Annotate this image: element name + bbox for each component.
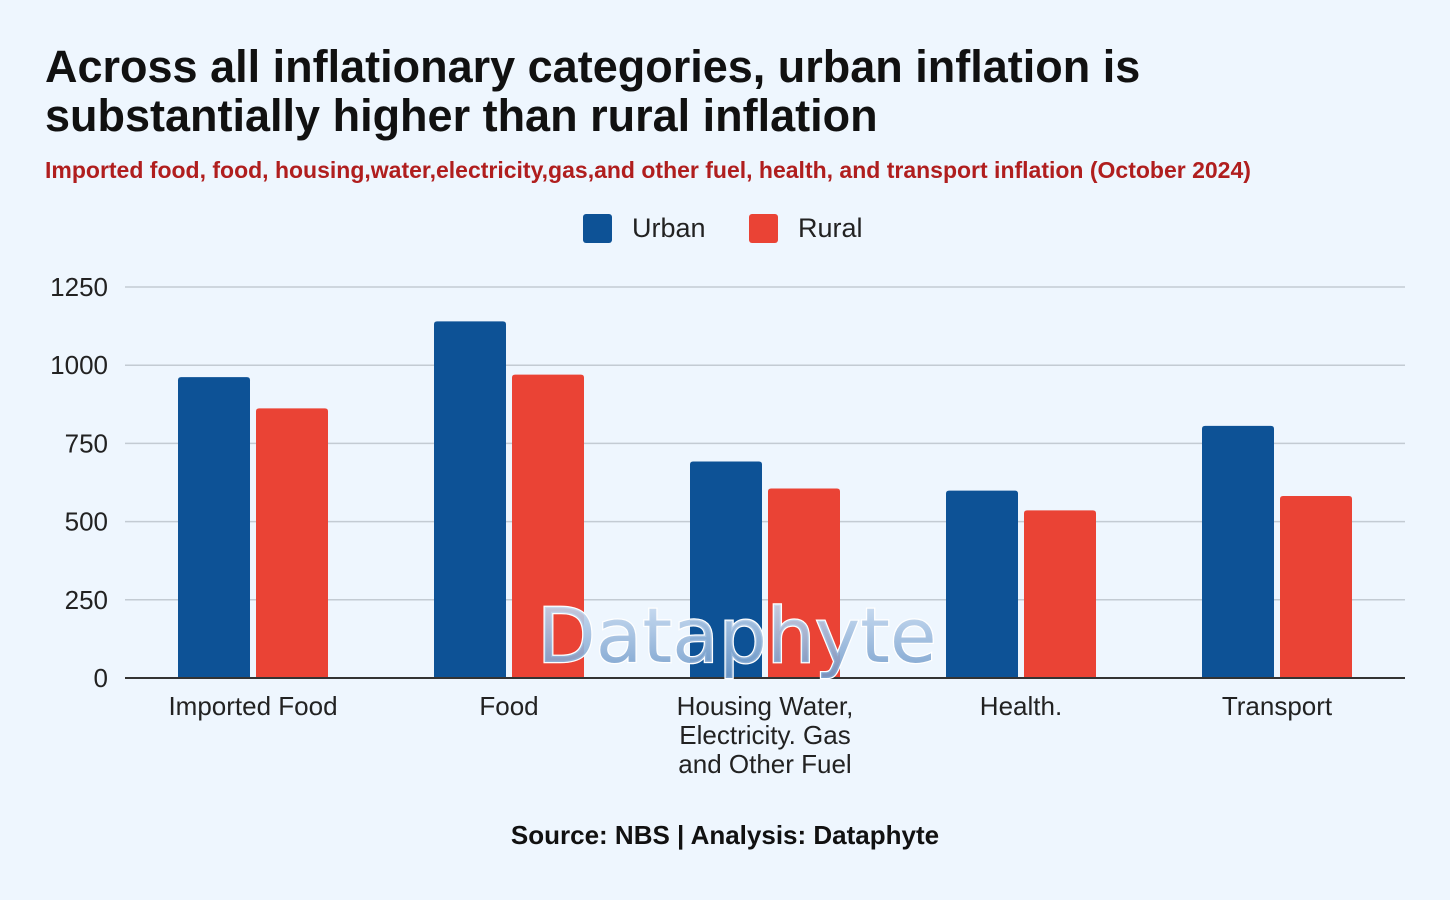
x-tick-label: Transport	[1222, 691, 1333, 721]
x-tick-label: and Other Fuel	[678, 749, 851, 779]
bar-rural	[256, 408, 328, 678]
x-axis: Imported Food Food Housing Water,Electrici…	[125, 677, 1405, 779]
source-note: Source: NBS | Analysis: Dataphyte	[510, 820, 940, 850]
bars	[178, 321, 1352, 678]
x-tick-label: Housing Water,	[677, 691, 854, 721]
bar-urban	[946, 490, 1018, 678]
legend-label-urban: Urban	[632, 213, 706, 243]
bar-urban	[434, 321, 506, 678]
y-tick-label: 1250	[50, 272, 108, 302]
bar-rural	[512, 374, 584, 678]
x-tick-label: Food	[479, 691, 538, 721]
x-tick-label: Electricity. Gas	[679, 720, 850, 750]
y-tick-label: 750	[65, 428, 108, 458]
watermark-logo: Dataphyte	[537, 591, 936, 680]
legend-label-rural: Rural	[798, 213, 863, 243]
bar-rural	[1280, 495, 1352, 678]
x-tick-label: Imported Food	[168, 691, 337, 721]
bar-urban	[690, 461, 762, 678]
bar-urban	[1202, 425, 1274, 678]
y-tick-label: 1000	[50, 350, 108, 380]
bar-rural	[1024, 510, 1096, 678]
legend-swatch-rural	[749, 214, 778, 243]
bar-urban	[178, 377, 250, 678]
y-tick-label: 0	[94, 663, 108, 693]
y-axis: 0 250 500 750 1000 1250	[50, 272, 108, 693]
bar-rural	[768, 488, 840, 678]
y-tick-label: 250	[65, 585, 108, 615]
x-tick-label: Health.	[980, 691, 1062, 721]
chart-subtitle: Imported food, food, housing,water,elect…	[45, 157, 1251, 183]
y-tick-label: 500	[65, 507, 108, 537]
legend: Urban Rural	[583, 213, 863, 243]
gridlines	[125, 286, 1405, 601]
chart-title: Across all inflationary categories, urba…	[45, 41, 1141, 141]
legend-swatch-urban	[583, 214, 612, 243]
